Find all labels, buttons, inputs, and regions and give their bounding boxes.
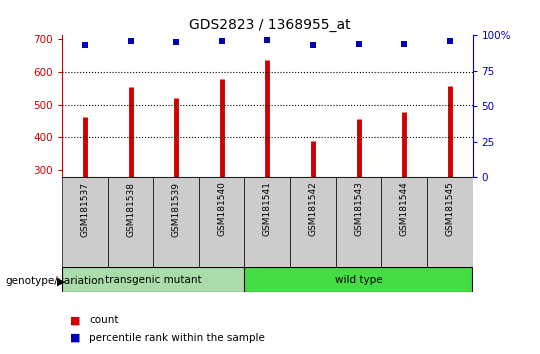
- Text: transgenic mutant: transgenic mutant: [105, 275, 201, 285]
- Text: wild type: wild type: [335, 275, 382, 285]
- Text: GSM181539: GSM181539: [172, 182, 180, 236]
- Text: GDS2823 / 1368955_at: GDS2823 / 1368955_at: [189, 18, 351, 32]
- Text: ■: ■: [70, 315, 81, 325]
- Text: GSM181537: GSM181537: [80, 182, 90, 236]
- Text: GSM181544: GSM181544: [400, 182, 409, 236]
- Text: GSM181540: GSM181540: [217, 182, 226, 236]
- Bar: [153, 177, 199, 267]
- Bar: [245, 177, 290, 267]
- Text: ▶: ▶: [57, 276, 65, 286]
- Text: GSM181542: GSM181542: [308, 182, 318, 236]
- Text: ■: ■: [70, 333, 81, 343]
- Bar: [62, 267, 245, 292]
- Text: count: count: [89, 315, 119, 325]
- Text: GSM181545: GSM181545: [445, 182, 454, 236]
- Bar: [62, 177, 107, 267]
- Bar: [290, 177, 336, 267]
- Bar: [199, 177, 245, 267]
- Text: GSM181541: GSM181541: [263, 182, 272, 236]
- Text: genotype/variation: genotype/variation: [5, 276, 105, 286]
- Bar: [336, 177, 381, 267]
- Text: percentile rank within the sample: percentile rank within the sample: [89, 333, 265, 343]
- Text: GSM181543: GSM181543: [354, 182, 363, 236]
- Bar: [381, 177, 427, 267]
- Bar: [245, 267, 472, 292]
- Bar: [427, 177, 472, 267]
- Bar: [107, 177, 153, 267]
- Text: GSM181538: GSM181538: [126, 182, 135, 236]
